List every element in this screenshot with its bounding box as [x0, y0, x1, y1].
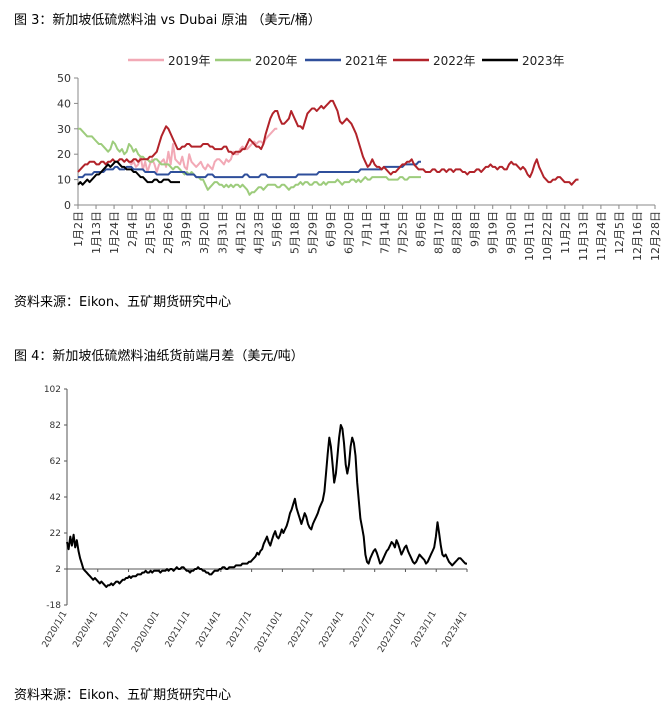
y-tick-label: 102 — [44, 385, 61, 395]
series-2019年 — [125, 127, 278, 173]
x-tick-label: 2021/4/1 — [195, 610, 224, 650]
x-tick-label: 12月5日 — [613, 211, 626, 254]
y-tick-label: -18 — [46, 601, 61, 611]
x-tick-label: 9月30日 — [505, 211, 518, 254]
x-tick-label: 8月6日 — [415, 211, 428, 247]
y-tick-label: 0 — [64, 199, 71, 212]
y-tick-label: 42 — [50, 493, 61, 503]
x-tick-label: 3月20日 — [198, 211, 211, 254]
x-tick-label: 2月15日 — [144, 211, 157, 254]
x-tick-label: 6月20日 — [342, 211, 355, 254]
x-tick-label: 5月18日 — [288, 211, 301, 254]
x-tick-label: 1月24日 — [108, 211, 121, 254]
chart1-caption: 图 3：新加坡低硫燃料油 vs Dubai 原油 （美元/桶） — [14, 13, 321, 28]
x-tick-label: 7月1日 — [361, 211, 374, 247]
x-tick-label: 2021/1/1 — [164, 610, 193, 650]
x-tick-label: 2020/10/1 — [130, 610, 162, 655]
x-tick-label: 2月26日 — [162, 211, 175, 254]
series-2020年 — [78, 127, 421, 196]
x-tick-label: 5月29日 — [306, 211, 319, 254]
legend-item-2021年: 2021年 — [305, 54, 388, 68]
x-tick-label: 11月13日 — [577, 211, 590, 261]
legend-label: 2022年 — [433, 54, 476, 68]
y-tick-label: 50 — [57, 72, 71, 85]
chart1-line-chart: 2019年 2020年 2021年 2022年 2023年 0 10 20 30 40 50 1月2日… — [57, 54, 662, 261]
x-tick-label: 2022/7/1 — [348, 610, 377, 650]
legend-label: 2020年 — [255, 54, 298, 68]
legend-item-2023年: 2023年 — [482, 54, 565, 68]
y-tick-label: 20 — [57, 148, 71, 161]
y-tick-label: 82 — [50, 421, 61, 431]
x-tick-label: 9月19日 — [487, 211, 500, 254]
x-tick-label: 7月25日 — [397, 211, 410, 254]
x-tick-label: 1月13日 — [90, 211, 103, 254]
x-tick-label: 8月17日 — [433, 211, 446, 254]
legend-label: 2021年 — [345, 54, 388, 68]
legend-label: 2023年 — [522, 54, 565, 68]
x-tick-label: 11月24日 — [595, 211, 608, 261]
x-tick-label: 2023/1/1 — [410, 610, 439, 650]
series-2021年 — [78, 160, 421, 179]
y-tick-label: 10 — [57, 174, 71, 187]
x-tick-label: 11月2日 — [559, 211, 572, 254]
x-tick-label: 2022/1/1 — [287, 610, 316, 650]
x-tick-label: 10月22日 — [541, 211, 554, 261]
x-tick-label: 1月2日 — [72, 211, 85, 247]
x-tick-label: 4月23日 — [252, 211, 265, 254]
chart1-source: 资料来源：Eikon、五矿期货研究中心 — [14, 295, 232, 310]
spread-series-line — [66, 424, 467, 588]
x-tick-label: 3月31日 — [216, 211, 229, 254]
x-tick-label: 7月14日 — [379, 211, 392, 254]
legend-item-2022年: 2022年 — [393, 54, 476, 68]
x-tick-label: 8月28日 — [451, 211, 464, 254]
legend-label: 2019年 — [168, 54, 211, 68]
x-tick-label: 2022/10/1 — [376, 610, 408, 655]
series-2023年 — [77, 160, 180, 186]
x-tick-label: 12月16日 — [631, 211, 644, 261]
x-tick-label: 2021/7/1 — [225, 610, 254, 650]
x-tick-label: 2022/4/1 — [318, 610, 347, 650]
legend-item-2019年: 2019年 — [128, 54, 211, 68]
x-tick-label: 12月28日 — [649, 211, 662, 261]
x-tick-label: 2月4日 — [126, 211, 139, 247]
y-tick-label: 62 — [50, 457, 61, 467]
chart2-caption: 图 4：新加坡低硫燃料油纸货前端月差（美元/吨） — [14, 349, 304, 364]
x-tick-label: 5月6日 — [270, 211, 283, 247]
series-2022年 — [77, 99, 579, 186]
x-tick-label: 4月12日 — [234, 211, 247, 254]
chart2-source: 资料来源：Eikon、五矿期货研究中心 — [14, 688, 232, 703]
x-tick-label: 2020/7/1 — [102, 610, 131, 650]
x-tick-label: 3月9日 — [180, 211, 193, 247]
x-tick-label: 2023/4/1 — [441, 610, 470, 650]
x-tick-label: 6月9日 — [324, 211, 337, 247]
y-tick-label: 2 — [55, 565, 61, 575]
x-tick-label: 9月8日 — [469, 211, 482, 247]
y-tick-label: 40 — [57, 97, 71, 110]
x-tick-label: 2021/10/1 — [253, 610, 285, 655]
x-tick-label: 2020/4/1 — [71, 610, 100, 650]
y-tick-label: 30 — [57, 123, 71, 136]
y-tick-label: 22 — [50, 529, 61, 539]
x-tick-label: 2020/1/1 — [41, 610, 70, 650]
legend-item-2020年: 2020年 — [215, 54, 298, 68]
x-tick-label: 10月11日 — [523, 211, 536, 261]
